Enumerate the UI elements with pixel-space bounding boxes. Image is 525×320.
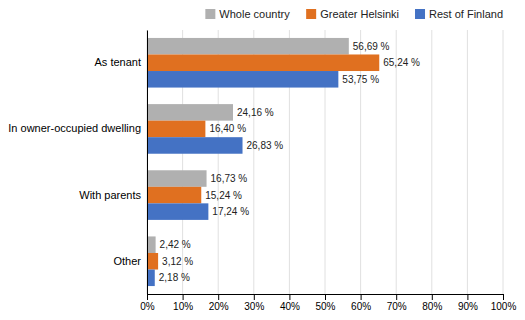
tick-label: 70% bbox=[387, 301, 407, 312]
data-labels: 56,69 % 24,16 % 16,73 % 2,42 % 65,24 % 16,40 … bbox=[159, 41, 420, 284]
tick-mark bbox=[467, 294, 468, 300]
tick-label: With parents bbox=[79, 189, 141, 201]
tick: 40% bbox=[280, 294, 300, 312]
bar bbox=[147, 253, 158, 270]
tick: 30% bbox=[244, 294, 264, 312]
bar bbox=[147, 104, 233, 121]
tick-mark bbox=[503, 294, 504, 300]
tick: 100% bbox=[491, 294, 517, 312]
data-label: 53,75 % bbox=[342, 74, 379, 85]
tick-label: 20% bbox=[209, 301, 229, 312]
tick: 10% bbox=[173, 294, 193, 312]
tick-mark bbox=[361, 294, 362, 300]
plot: 56,69 % 24,16 % 16,73 % 2,42 % 65,24 % 16,40 … bbox=[8, 30, 516, 312]
bar bbox=[147, 137, 243, 154]
tick: 90% bbox=[458, 294, 478, 312]
tick-mark bbox=[147, 294, 148, 300]
bar bbox=[147, 236, 156, 253]
data-label: 3,12 % bbox=[162, 256, 193, 267]
legend-swatch bbox=[415, 9, 425, 19]
chart: 56,69 % 24,16 % 16,73 % 2,42 % 65,24 % 16,40 … bbox=[0, 0, 525, 320]
data-label: 17,24 % bbox=[212, 206, 249, 217]
tick-label: 30% bbox=[244, 301, 264, 312]
grid-line bbox=[396, 30, 397, 294]
data-label: 56,69 % bbox=[353, 41, 390, 52]
bar bbox=[147, 270, 155, 287]
bar bbox=[147, 121, 205, 138]
bar bbox=[147, 170, 207, 187]
data-label: 16,73 % bbox=[211, 173, 248, 184]
tick: 20% bbox=[209, 294, 229, 312]
tick-label: 10% bbox=[173, 301, 193, 312]
tick-label: Other bbox=[113, 255, 141, 267]
y-axis: As tenant In owner-occupied dwelling With … bbox=[8, 31, 147, 295]
tick-label: As tenant bbox=[95, 56, 141, 68]
tick-mark bbox=[325, 294, 326, 300]
tick-label: 60% bbox=[351, 301, 371, 312]
tick-mark bbox=[254, 294, 255, 300]
bars bbox=[147, 38, 379, 286]
bar bbox=[147, 203, 208, 220]
tick: In owner-occupied dwelling bbox=[8, 122, 141, 134]
grid-line bbox=[467, 30, 468, 294]
tick-label: 0% bbox=[140, 301, 155, 312]
axis-line bbox=[147, 31, 148, 295]
series bbox=[147, 71, 338, 286]
data-label: 2,42 % bbox=[160, 239, 191, 250]
bar bbox=[147, 71, 338, 88]
tick: 80% bbox=[422, 294, 442, 312]
tick-label: 100% bbox=[491, 301, 517, 312]
axis-line bbox=[148, 295, 504, 301]
legend-item: Greater Helsinki bbox=[306, 8, 399, 20]
tick: 0% bbox=[140, 294, 155, 312]
tick: With parents bbox=[79, 189, 141, 201]
legend-item: Whole country bbox=[205, 8, 290, 20]
data-label: 2,18 % bbox=[159, 272, 190, 283]
legend-label: Greater Helsinki bbox=[320, 8, 399, 20]
tick-mark bbox=[218, 294, 219, 300]
x-axis: 0% 10% 20% 30% 40% 50% 60% 70% 80% 90% 100% bbox=[140, 294, 516, 312]
legend-label: Whole country bbox=[219, 8, 290, 20]
data-label: 24,16 % bbox=[237, 107, 274, 118]
grid bbox=[147, 30, 503, 294]
data-label: 65,24 % bbox=[383, 57, 420, 68]
tick-label: 90% bbox=[458, 301, 478, 312]
tick: 60% bbox=[351, 294, 371, 312]
data-label: 26,83 % bbox=[247, 140, 284, 151]
legend-swatch bbox=[306, 9, 316, 19]
series bbox=[147, 54, 379, 269]
grid-line bbox=[147, 30, 148, 294]
tick: Other bbox=[113, 255, 141, 267]
grid-line bbox=[431, 30, 432, 294]
legend: Whole country Greater Helsinki Rest of Fin… bbox=[205, 8, 503, 20]
tick: As tenant bbox=[95, 56, 141, 68]
bar bbox=[147, 187, 201, 204]
tick-label: 80% bbox=[422, 301, 442, 312]
tick-mark bbox=[432, 294, 433, 300]
tick-mark bbox=[183, 294, 184, 300]
tick-label: 50% bbox=[315, 301, 335, 312]
legend-swatch bbox=[205, 9, 215, 19]
tick-label: In owner-occupied dwelling bbox=[8, 122, 141, 134]
tick-mark bbox=[396, 294, 397, 300]
legend-label: Rest of Finland bbox=[429, 8, 503, 20]
legend-item: Rest of Finland bbox=[415, 8, 503, 20]
data-label: 16,40 % bbox=[209, 123, 246, 134]
tick: 50% bbox=[315, 294, 335, 312]
bar bbox=[147, 54, 379, 71]
data-label: 15,24 % bbox=[205, 190, 242, 201]
grid-line bbox=[503, 30, 504, 294]
tick: 70% bbox=[387, 294, 407, 312]
tick-mark bbox=[289, 294, 290, 300]
tick-label: 40% bbox=[280, 301, 300, 312]
bar bbox=[147, 38, 349, 55]
